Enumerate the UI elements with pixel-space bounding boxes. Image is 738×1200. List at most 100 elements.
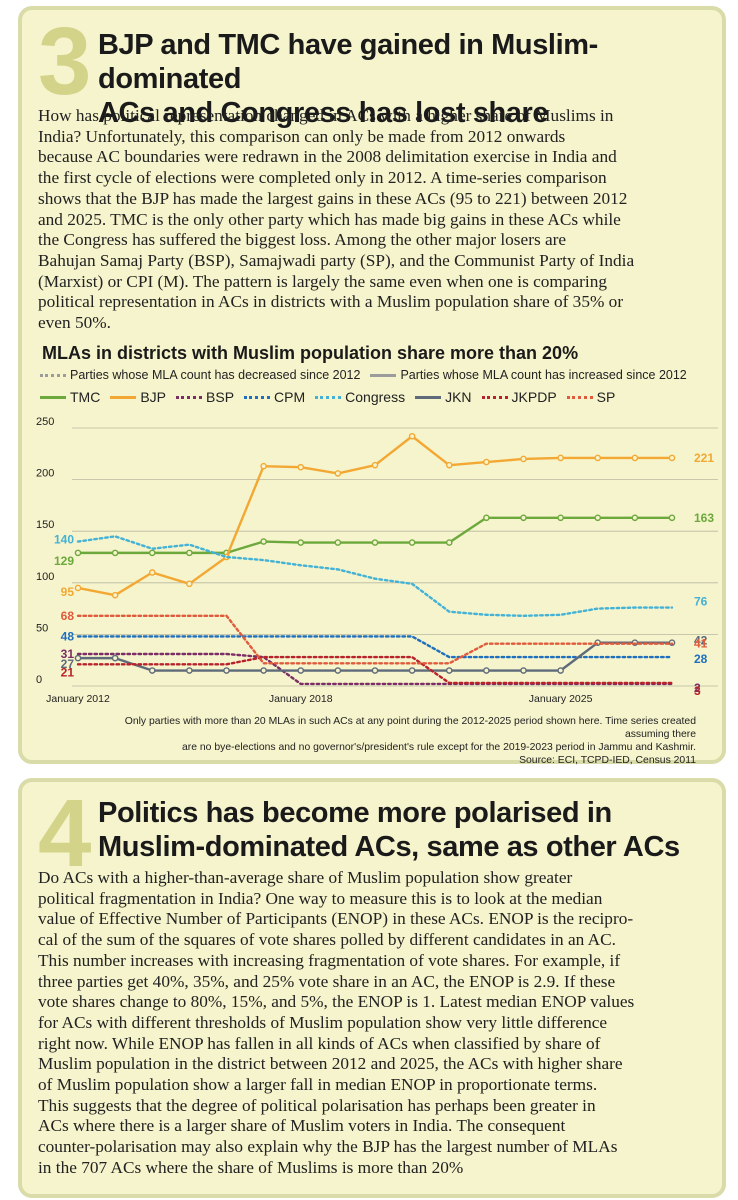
data-point xyxy=(148,569,156,576)
dotted-line-swatch xyxy=(40,373,66,377)
legend-label: SP xyxy=(596,389,616,405)
data-point xyxy=(445,539,453,546)
data-point xyxy=(371,539,379,546)
chart-note: Only parties with more than 20 MLAs in s… xyxy=(82,715,696,767)
data-point xyxy=(408,667,416,674)
data-point xyxy=(186,667,193,674)
section-headline: BJP and TMC have gained in Muslim-domina… xyxy=(98,28,710,130)
legend-label: Parties whose MLA count has decreased si… xyxy=(70,368,361,382)
data-point xyxy=(520,514,527,522)
data-point xyxy=(260,667,267,674)
series-line-sp xyxy=(76,614,674,665)
legend-label: BSP xyxy=(206,389,235,405)
body-line: political representation in ACs in distr… xyxy=(38,292,624,312)
body-line: (Marxist) or CPI (M). The pattern is lar… xyxy=(38,271,608,291)
end-label-bsp: 2 xyxy=(694,681,701,695)
body-line: Bahujan Samaj Party (BSP), Samajwadi par… xyxy=(38,250,635,270)
start-label-sp: 68 xyxy=(61,609,75,623)
data-point xyxy=(297,463,305,471)
body-line: Do ACs with a higher-than-average share … xyxy=(38,868,573,887)
body-line: because AC boundaries were redrawn in th… xyxy=(38,147,617,167)
series-line-congress xyxy=(76,535,674,618)
headline-line: Muslim-dominated ACs, same as other ACs xyxy=(98,831,680,863)
body-line: even 50%. xyxy=(38,313,111,333)
data-point xyxy=(557,454,564,462)
start-label-jkpdp: 21 xyxy=(61,665,75,679)
start-label-cpm: 48 xyxy=(61,629,75,643)
end-label-sp: 41 xyxy=(694,637,708,651)
section-4-card: 4 Politics has become more polarised in … xyxy=(18,778,726,1198)
data-point xyxy=(260,538,267,545)
legend-label: Congress xyxy=(345,389,406,405)
legend-label: CPM xyxy=(274,389,306,405)
y-tick-label: 250 xyxy=(36,416,54,428)
start-label-bsp: 31 xyxy=(61,647,75,661)
data-point xyxy=(594,454,602,462)
body-line: of Muslim population show a larger fall … xyxy=(38,1075,598,1095)
series-line-bsp xyxy=(76,652,674,686)
body-line: counter-polarisation may also explain wh… xyxy=(38,1137,618,1157)
data-point xyxy=(408,539,416,546)
data-point xyxy=(111,654,119,662)
body-line: the Congress has suffered the biggest lo… xyxy=(38,230,567,250)
x-tick-label: January 2012 xyxy=(46,693,110,705)
data-point xyxy=(520,455,527,463)
chart-title: MLAs in districts with Muslim population… xyxy=(42,343,579,363)
legend-item-bsp: BSP xyxy=(176,389,234,405)
section-number: 4 xyxy=(38,780,92,887)
series-line-cpm xyxy=(76,635,674,659)
series-line-jkpdp xyxy=(76,655,674,685)
data-point xyxy=(445,461,453,469)
section-number: 3 xyxy=(38,8,92,115)
data-point xyxy=(594,514,602,522)
x-tick-label: January 2025 xyxy=(529,693,593,705)
body-line: vote shares change to 80%, 15%, and 5%, … xyxy=(38,992,635,1012)
line-chart: 0 50 100 150 200 250 January 2012 January 2018 J… xyxy=(36,416,718,705)
legend-label: TMC xyxy=(70,389,101,405)
legend-swatch xyxy=(244,395,271,399)
body-line: cal of the sum of the squares of vote sh… xyxy=(38,930,616,950)
headline-line: Politics has become more polarised in xyxy=(98,797,612,829)
data-point xyxy=(483,667,490,674)
data-point xyxy=(483,514,490,522)
data-point xyxy=(408,432,416,440)
legend-item-sp: SP xyxy=(566,389,616,405)
data-point xyxy=(74,654,82,662)
data-point xyxy=(371,461,379,469)
section-body: How has political representation changed… xyxy=(38,106,708,334)
y-tick-label: 50 xyxy=(36,622,48,634)
data-point xyxy=(111,591,119,599)
data-point xyxy=(186,580,193,588)
data-point xyxy=(74,549,82,557)
data-point xyxy=(520,667,527,674)
legend-item-cpm: CPM xyxy=(244,389,305,405)
section-headline: Politics has become more polarised in Mu… xyxy=(98,796,710,864)
data-point xyxy=(297,667,305,674)
legend-item-tmc: TMC xyxy=(40,389,100,405)
body-line: This number increases with increasing fr… xyxy=(38,950,621,970)
data-point xyxy=(668,454,676,462)
legend-swatch xyxy=(176,395,203,399)
chart-style-legend: Parties whose MLA count has decreased si… xyxy=(40,368,697,382)
legend-label: BJP xyxy=(140,389,167,405)
legend-label: Parties whose MLA count has increased si… xyxy=(400,368,687,382)
solid-line-swatch xyxy=(370,373,397,377)
legend-swatch xyxy=(481,395,508,399)
data-point xyxy=(186,549,193,557)
data-point xyxy=(557,667,564,674)
data-point xyxy=(334,539,342,546)
body-line: and 2025. TMC is the only other party wh… xyxy=(38,209,621,229)
start-label-congress: 140 xyxy=(54,533,74,547)
data-point xyxy=(260,462,267,470)
y-tick-label: 200 xyxy=(36,468,54,480)
legend-swatch xyxy=(110,395,137,399)
start-label-jkn: 27 xyxy=(61,657,75,671)
y-tick-label: 0 xyxy=(36,674,42,686)
body-line: ACs where there is a larger share of Mus… xyxy=(38,1116,566,1136)
legend-swatch xyxy=(415,395,442,399)
body-line: in the 707 ACs where the share of Muslim… xyxy=(38,1157,464,1177)
chart-source: Source: ECI, TCPD-IED, Census 2011 xyxy=(519,755,696,766)
legend-increased: Parties whose MLA count has increased si… xyxy=(370,368,687,382)
chart-series-legend: TMC BJP BSP CPM Congress JKN JKPDP SP xyxy=(40,389,625,405)
data-point xyxy=(483,458,490,466)
